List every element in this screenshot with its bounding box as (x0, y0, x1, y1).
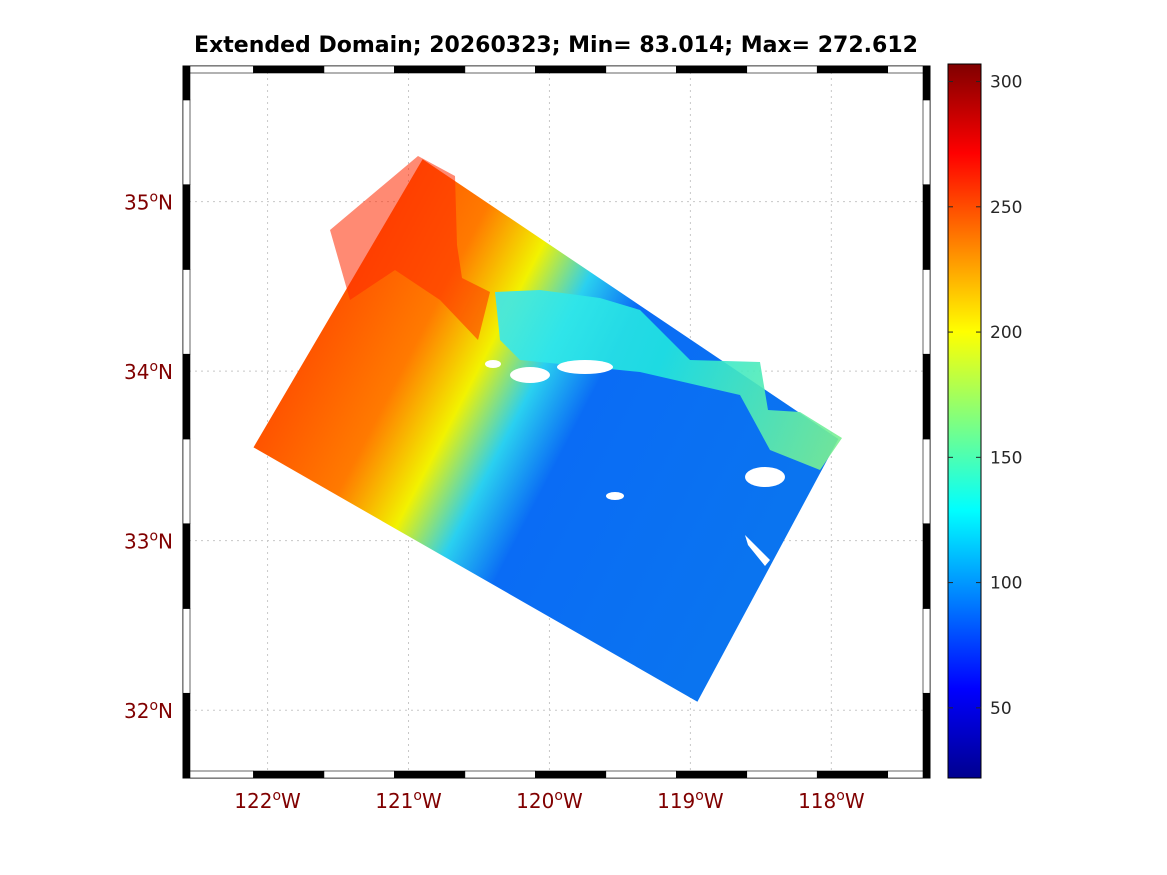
frame-segment (922, 269, 931, 355)
frame-segment (323, 65, 395, 74)
island-san-miguel (485, 360, 501, 368)
lon-tick-label: 122oW (234, 788, 301, 813)
island-santa-rosa (510, 367, 550, 383)
frame-segment (253, 770, 325, 779)
frame-segment (323, 770, 395, 779)
lon-tick-label: 118oW (798, 788, 865, 813)
lat-tick-label: 33oN (124, 529, 173, 554)
frame-segment (253, 65, 325, 74)
frame-segment (182, 692, 191, 779)
colorbar-tick-label: 200 (990, 323, 1022, 343)
frame-segment (394, 65, 466, 74)
frame-segment (605, 770, 677, 779)
colorbar-ticks: 300 250 200 150 100 50 (948, 73, 1022, 719)
frame-segment (535, 770, 607, 779)
lon-tick-label: 121oW (375, 788, 442, 813)
frame-segment (816, 770, 889, 779)
frame-segment (922, 692, 931, 779)
frame-segment (182, 770, 254, 779)
frame-segment (676, 65, 748, 74)
frame-segment (182, 269, 191, 355)
frame-segment (182, 353, 191, 440)
map-frame-border (182, 65, 931, 779)
colorbar: 300 250 200 150 100 50 (947, 63, 1022, 779)
frame-segment (605, 65, 677, 74)
colorbar-gradient (947, 63, 982, 779)
lon-tick-label: 120oW (516, 788, 583, 813)
island-san-nicolas (606, 492, 624, 500)
frame-segment (464, 770, 536, 779)
data-field-domain (253, 159, 839, 702)
frame-segment (922, 353, 931, 440)
frame-segment (922, 184, 931, 270)
frame-segment (394, 770, 466, 779)
frame-segment (922, 608, 931, 694)
frame-segment (182, 184, 191, 270)
frame-segment (922, 65, 931, 101)
island-catalina (745, 467, 785, 487)
lat-tick-label: 32oN (124, 698, 173, 723)
frame-segment (535, 65, 607, 74)
frame-segment (182, 608, 191, 694)
frame-segment (922, 523, 931, 609)
frame-segment (182, 65, 254, 74)
island-san-clemente (745, 535, 770, 566)
frame-segment (182, 65, 191, 101)
colorbar-tick-label: 100 (990, 574, 1022, 594)
colorbar-tick-label: 50 (990, 699, 1012, 719)
frame-segment (464, 65, 536, 74)
lon-tick-label: 119oW (657, 788, 724, 813)
frame-segment (676, 770, 748, 779)
map-axes: 122oW 121oW 120oW 119oW 118oW 35oN 34oN 33oN 32… (124, 65, 931, 813)
frame-segment (182, 523, 191, 609)
colorbar-tick-label: 300 (990, 73, 1022, 93)
frame-segment (922, 99, 931, 185)
lon-tick-labels: 122oW 121oW 120oW 119oW 118oW (234, 788, 865, 813)
coastal-strip (495, 290, 842, 470)
map-title: Extended Domain; 20260323; Min= 83.014; … (194, 33, 918, 58)
lat-tick-labels: 35oN 34oN 33oN 32oN (124, 190, 173, 724)
island-santa-cruz (557, 360, 613, 374)
lat-tick-label: 35oN (124, 190, 173, 215)
frame-segment (746, 770, 818, 779)
colorbar-tick-label: 250 (990, 198, 1022, 218)
colorbar-tick-label: 150 (990, 448, 1022, 468)
lat-tick-label: 34oN (124, 359, 173, 384)
warm-coastal-region (330, 156, 490, 340)
frame-segment (816, 65, 889, 74)
frame-segment (746, 65, 818, 74)
frame-segment (182, 99, 191, 185)
frame-segment (182, 438, 191, 525)
frame-segment (922, 438, 931, 525)
